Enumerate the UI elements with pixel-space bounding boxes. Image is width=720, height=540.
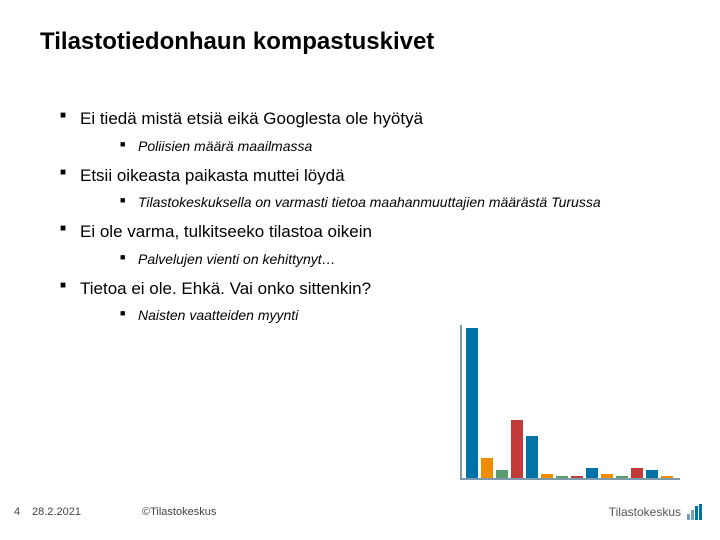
- logo-bar: [687, 514, 690, 520]
- sub-bullet-item: Naisten vaatteiden myynti: [120, 305, 680, 326]
- sub-bullet-list: Tilastokeskuksella on varmasti tietoa ma…: [80, 192, 680, 213]
- sub-bullet-list: Poliisien määrä maailmassa: [80, 136, 680, 157]
- chart-bar: [556, 476, 568, 478]
- chart-bar: [496, 470, 508, 478]
- logo-bar: [695, 506, 698, 520]
- slide: Tilastotiedonhaun kompastuskivet Ei tied…: [0, 0, 720, 540]
- logo-bars-icon: [687, 504, 702, 520]
- bullet-item: Ei ole varma, tulkitseeko tilastoa oikei…: [60, 219, 680, 270]
- bullet-item: Etsii oikeasta paikasta muttei löydäTila…: [60, 163, 680, 214]
- logo-bar: [691, 510, 694, 520]
- chart-bar: [541, 474, 553, 478]
- chart-bar: [481, 458, 493, 478]
- bullet-item: Ei tiedä mistä etsiä eikä Googlesta ole …: [60, 106, 680, 157]
- chart-bar: [466, 328, 478, 478]
- chart-bar: [571, 476, 583, 478]
- footer-date: 28.2.2021: [32, 506, 142, 518]
- page-number: 4: [0, 506, 32, 518]
- logo-text: Tilastokeskus: [609, 505, 681, 519]
- chart-bar: [631, 468, 643, 478]
- sub-bullet-item: Poliisien määrä maailmassa: [120, 136, 680, 157]
- chart-bar: [511, 420, 523, 478]
- sub-bullet-list: Palvelujen vienti on kehittynyt…: [80, 249, 680, 270]
- logo: Tilastokeskus: [609, 504, 720, 520]
- chart-bar: [646, 470, 658, 478]
- slide-title: Tilastotiedonhaun kompastuskivet: [40, 28, 680, 56]
- bar-chart: [460, 325, 680, 480]
- footer: 4 28.2.2021 ©Tilastokeskus Tilastokeskus: [0, 502, 720, 522]
- sub-bullet-list: Naisten vaatteiden myynti: [80, 305, 680, 326]
- chart-bar: [601, 474, 613, 478]
- chart-bar: [661, 476, 673, 478]
- bullet-item: Tietoa ei ole. Ehkä. Vai onko sittenkin?…: [60, 276, 680, 327]
- content-area: Ei tiedä mistä etsiä eikä Googlesta ole …: [40, 106, 680, 326]
- logo-bar: [699, 504, 702, 520]
- bullet-list: Ei tiedä mistä etsiä eikä Googlesta ole …: [40, 106, 680, 326]
- chart-bar: [616, 476, 628, 478]
- sub-bullet-item: Tilastokeskuksella on varmasti tietoa ma…: [120, 192, 680, 213]
- chart-bar: [586, 468, 598, 478]
- sub-bullet-item: Palvelujen vienti on kehittynyt…: [120, 249, 680, 270]
- footer-copyright: ©Tilastokeskus: [142, 506, 609, 518]
- chart-bar: [526, 436, 538, 478]
